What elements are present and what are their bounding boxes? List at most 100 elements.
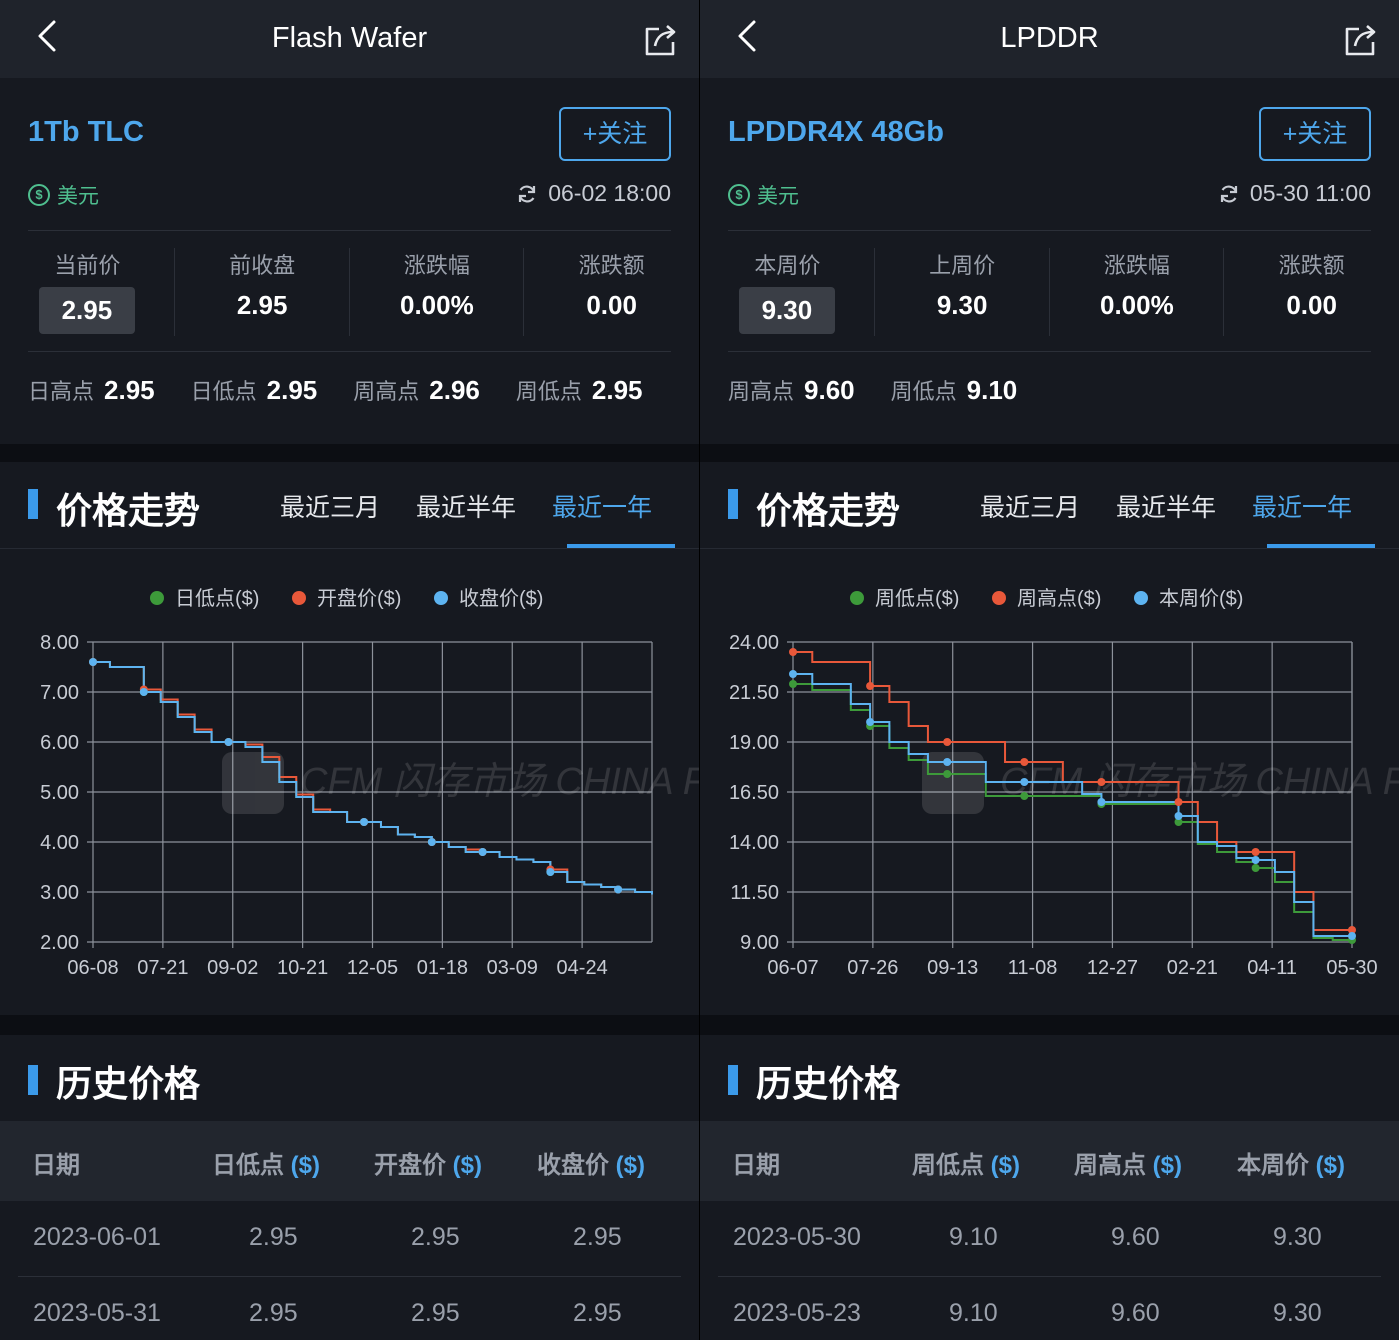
range-tab[interactable]: 最近一年 xyxy=(1252,494,1353,522)
watermark-logo xyxy=(222,752,284,814)
data-point[interactable] xyxy=(789,648,797,656)
legend-item[interactable]: 收盘价($) xyxy=(434,587,543,610)
column-header[interactable]: 日低点 ($) xyxy=(212,1145,320,1180)
x-tick-label: 12-05 xyxy=(347,957,398,979)
stat-cell: 当前价 2.95 xyxy=(0,230,175,352)
stat-label: 上周价 xyxy=(929,253,996,278)
product-info-card: 1Tb TLC +关注 $ 美元 06-02 18:00 当前价 2.95 前收盘 2… xyxy=(0,78,699,444)
section-title: 历史价格 xyxy=(56,1063,201,1104)
back-arrow-icon[interactable] xyxy=(30,16,66,56)
x-tick-label: 03-09 xyxy=(487,957,538,979)
y-tick-label: 19.00 xyxy=(729,732,779,754)
x-tick-label: 10-21 xyxy=(277,957,328,979)
data-point[interactable] xyxy=(1251,856,1260,864)
share-icon[interactable] xyxy=(641,20,681,60)
data-point[interactable] xyxy=(478,848,487,856)
data-point[interactable] xyxy=(224,738,233,746)
back-arrow-icon[interactable] xyxy=(730,16,766,56)
data-point[interactable] xyxy=(1174,798,1183,806)
data-point[interactable] xyxy=(1348,932,1356,940)
data-point[interactable] xyxy=(1348,926,1356,934)
follow-button[interactable]: +关注 xyxy=(559,107,671,161)
table-row[interactable]: 2023-05-30 9.10 9.60 9.30 xyxy=(718,1201,1381,1277)
range-tab[interactable]: 最近半年 xyxy=(1116,494,1217,522)
range-tab[interactable]: 最近半年 xyxy=(416,494,517,522)
data-point[interactable] xyxy=(789,670,797,678)
share-icon[interactable] xyxy=(1341,20,1381,60)
data-point[interactable] xyxy=(89,658,97,666)
column-header[interactable]: 周高点 ($) xyxy=(1074,1145,1182,1180)
high-low-item: 周高点 9.60 xyxy=(728,374,855,406)
data-point[interactable] xyxy=(1097,778,1106,786)
column-header[interactable]: 收盘价 ($) xyxy=(537,1145,645,1180)
column-name: 日低点 xyxy=(212,1152,284,1179)
stat-cell: 上周价 9.30 xyxy=(875,230,1050,352)
x-tick-label: 02-21 xyxy=(1167,957,1218,979)
y-tick-label: 9.00 xyxy=(740,932,779,954)
legend-label: 日低点($) xyxy=(175,587,259,610)
data-point[interactable] xyxy=(943,758,952,766)
x-tick-label: 04-11 xyxy=(1247,957,1297,979)
data-point[interactable] xyxy=(360,818,369,826)
table-cell: 9.30 xyxy=(1273,1299,1322,1327)
refresh-icon[interactable] xyxy=(516,183,538,205)
table-cell: 2023-06-01 xyxy=(33,1223,161,1251)
y-tick-label: 2.00 xyxy=(40,932,79,954)
legend-item[interactable]: 本周价($) xyxy=(1134,587,1243,610)
column-header[interactable]: 周低点 ($) xyxy=(912,1145,1020,1180)
y-tick-label: 14.00 xyxy=(729,832,779,854)
column-header[interactable]: 本周价 ($) xyxy=(1237,1145,1345,1180)
data-point[interactable] xyxy=(1020,758,1029,766)
stat-value: 0.00 xyxy=(586,290,637,320)
table-row[interactable]: 2023-05-31 2.95 2.95 2.95 xyxy=(18,1277,681,1340)
data-point[interactable] xyxy=(1097,798,1106,806)
column-header[interactable]: 开盘价 ($) xyxy=(374,1145,482,1180)
column-name: 日期 xyxy=(32,1152,80,1179)
data-point[interactable] xyxy=(427,838,436,846)
legend-item[interactable]: 周高点($) xyxy=(992,587,1101,610)
data-point[interactable] xyxy=(1020,778,1029,786)
currency-label: $ 美元 xyxy=(728,180,799,210)
dollar-coin-icon: $ xyxy=(728,184,750,206)
table-row[interactable]: 2023-06-01 2.95 2.95 2.95 xyxy=(18,1201,681,1277)
stat-separator xyxy=(873,248,875,336)
legend-item[interactable]: 周低点($) xyxy=(850,587,959,610)
data-point[interactable] xyxy=(614,885,623,894)
range-tab[interactable]: 最近三月 xyxy=(280,494,381,522)
lpddr-panel: LPDDR LPDDR4X 48Gb +关注 $ 美元 05-30 11:00 … xyxy=(700,0,1399,1340)
range-tab[interactable]: 最近一年 xyxy=(552,494,653,522)
flash-wafer-panel: Flash Wafer 1Tb TLC +关注 $ 美元 06-02 18:00… xyxy=(0,0,699,1340)
data-point[interactable] xyxy=(1174,812,1183,820)
refresh-icon[interactable] xyxy=(1218,183,1240,205)
data-point[interactable] xyxy=(943,738,952,746)
table-cell: 2.95 xyxy=(411,1299,460,1327)
section-marker xyxy=(28,1065,38,1095)
data-point[interactable] xyxy=(139,688,148,696)
data-point[interactable] xyxy=(1174,818,1183,826)
history-section: 历史价格 日期 周低点 ($) 周高点 ($) 本周价 ($) 2023-05-30 9… xyxy=(700,1035,1399,1340)
y-tick-label: 16.50 xyxy=(729,782,779,804)
data-point[interactable] xyxy=(943,770,952,778)
column-name: 日期 xyxy=(732,1152,780,1179)
section-title: 价格走势 xyxy=(756,490,901,531)
legend-item[interactable]: 开盘价($) xyxy=(292,587,401,610)
update-time: 06-02 18:00 xyxy=(516,180,671,207)
y-tick-label: 21.50 xyxy=(729,682,779,704)
data-point[interactable] xyxy=(1020,792,1029,800)
data-point[interactable] xyxy=(789,680,797,688)
data-point[interactable] xyxy=(866,682,875,690)
data-point[interactable] xyxy=(546,868,555,876)
stat-separator xyxy=(173,248,175,336)
x-tick-label: 12-27 xyxy=(1087,957,1138,979)
data-point[interactable] xyxy=(1251,864,1260,872)
table-row[interactable]: 2023-05-23 9.10 9.60 9.30 xyxy=(718,1277,1381,1340)
data-point[interactable] xyxy=(1251,848,1260,856)
follow-button[interactable]: +关注 xyxy=(1259,107,1371,161)
legend-item[interactable]: 日低点($) xyxy=(150,587,259,610)
data-point[interactable] xyxy=(866,718,875,726)
column-header[interactable]: 日期 xyxy=(32,1145,80,1180)
column-name: 本周价 xyxy=(1237,1152,1309,1179)
nav-bar: Flash Wafer xyxy=(0,0,699,78)
column-header[interactable]: 日期 xyxy=(732,1145,780,1180)
range-tab[interactable]: 最近三月 xyxy=(980,494,1081,522)
